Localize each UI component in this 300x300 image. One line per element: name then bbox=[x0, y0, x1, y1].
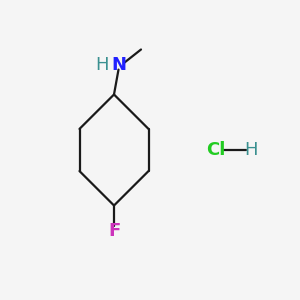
Text: H: H bbox=[95, 56, 109, 74]
Text: H: H bbox=[244, 141, 257, 159]
Text: F: F bbox=[108, 222, 120, 240]
Text: N: N bbox=[111, 56, 126, 74]
Text: Cl: Cl bbox=[206, 141, 226, 159]
